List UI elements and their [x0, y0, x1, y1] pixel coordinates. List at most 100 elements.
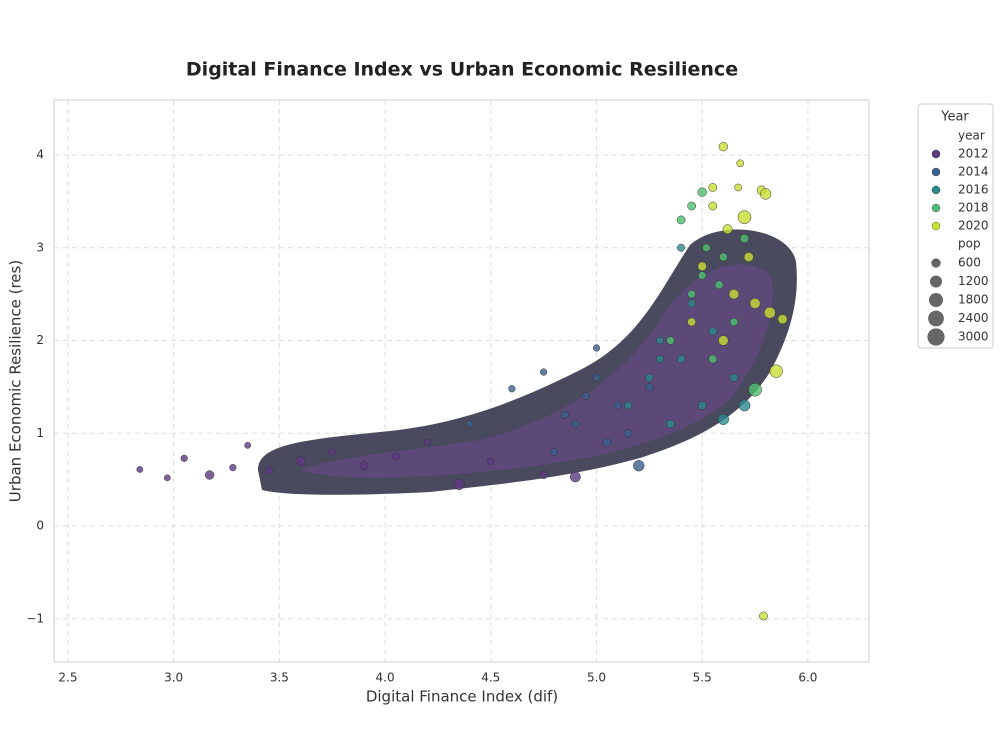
x-tick-label: 6.0	[798, 671, 817, 685]
point	[602, 438, 612, 447]
point	[708, 327, 717, 336]
point	[687, 201, 696, 211]
point	[645, 373, 654, 382]
point	[423, 438, 431, 447]
y-tick-label: 0	[36, 519, 44, 533]
point	[163, 474, 171, 482]
point	[718, 252, 728, 262]
x-tick-label: 4.0	[376, 671, 395, 685]
point	[702, 243, 711, 252]
legend-size-marker	[928, 310, 944, 327]
point	[633, 460, 645, 472]
legend-label: 2400	[958, 311, 989, 325]
legend-marker	[931, 203, 941, 213]
point	[734, 183, 742, 192]
x-tick-label: 3.0	[164, 671, 183, 685]
point	[466, 420, 474, 428]
point	[697, 401, 707, 410]
point	[539, 471, 548, 480]
point	[738, 399, 751, 412]
legend: 2012 2014 2016 2018 2020 pop 600 1200 1800 2400 30…	[927, 147, 989, 346]
point	[728, 288, 740, 300]
point	[759, 188, 772, 200]
legend-marker	[931, 221, 941, 231]
point	[295, 456, 306, 467]
y-axis-label: Urban Economic Resilience (res)	[7, 260, 25, 502]
point	[571, 419, 580, 428]
point	[229, 463, 237, 472]
legend-label: 3000	[958, 330, 989, 344]
point	[697, 187, 707, 197]
point	[687, 317, 696, 327]
point	[698, 271, 707, 280]
y-tick-label: 3	[36, 240, 44, 254]
point	[748, 382, 762, 397]
y-tick-label: 1	[36, 426, 44, 440]
y-tick-label: 2	[36, 333, 44, 347]
chart-title: Digital Finance Index vs Urban Economic …	[186, 59, 738, 81]
point	[264, 466, 273, 475]
legend-label: 2016	[958, 183, 989, 197]
point	[736, 159, 745, 168]
point	[677, 243, 686, 252]
point	[714, 280, 724, 290]
point	[582, 392, 590, 400]
point	[592, 373, 601, 382]
point	[749, 297, 761, 309]
legend-size-marker	[927, 328, 945, 346]
legend-label: 600	[958, 256, 981, 270]
legend-subtitle: pop	[958, 237, 981, 251]
point	[708, 183, 718, 192]
point	[624, 429, 633, 438]
point	[453, 478, 465, 490]
point	[656, 336, 664, 345]
point	[722, 224, 733, 235]
point	[763, 306, 776, 319]
point	[136, 466, 144, 473]
point	[718, 141, 728, 152]
point	[569, 471, 581, 483]
point	[666, 336, 675, 345]
x-axis-label: Digital Finance Index (dif)	[366, 688, 558, 706]
point	[560, 410, 569, 419]
point	[180, 454, 188, 462]
legend-label: 1200	[958, 274, 989, 288]
grid	[54, 100, 869, 662]
x-tick-label: 5.5	[693, 671, 712, 685]
point	[717, 413, 729, 426]
point	[613, 401, 622, 410]
point	[508, 385, 516, 393]
legend-label: 2012	[958, 147, 989, 161]
point	[328, 448, 337, 456]
point	[666, 419, 675, 429]
point	[737, 210, 752, 224]
legend-size-marker	[929, 275, 943, 288]
y-tick-label: 4	[36, 148, 44, 162]
y-tick-label: −1	[26, 611, 44, 625]
point	[759, 611, 768, 621]
point	[718, 335, 729, 346]
point	[359, 461, 369, 471]
point	[743, 252, 754, 262]
point	[777, 314, 788, 325]
x-tick-label: 3.5	[270, 671, 289, 685]
point	[486, 457, 495, 465]
point	[708, 354, 718, 364]
density-contour	[300, 264, 773, 478]
point	[624, 401, 633, 410]
point	[687, 289, 696, 299]
point	[391, 452, 400, 461]
legend-marker	[931, 149, 941, 159]
point	[204, 470, 215, 480]
legend-label: 1800	[958, 293, 989, 307]
point	[550, 448, 559, 456]
legend-size-marker	[928, 292, 944, 308]
legend-size-marker	[931, 258, 941, 268]
point	[697, 261, 707, 271]
legend-marker	[931, 167, 941, 177]
point	[739, 233, 749, 243]
legend-marker	[931, 185, 941, 195]
point	[729, 317, 739, 327]
x-tick-label: 5.0	[587, 671, 606, 685]
